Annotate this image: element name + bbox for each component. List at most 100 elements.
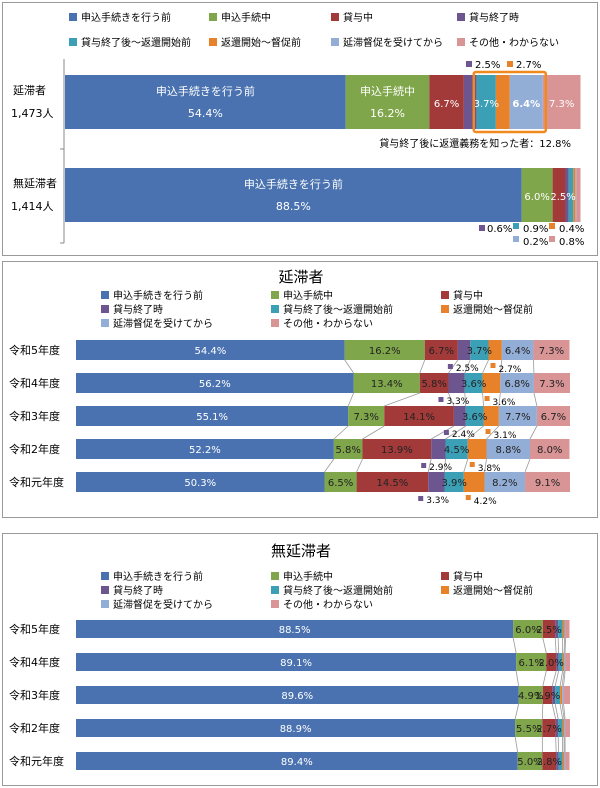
legend-label: 延滞督促を受けてから	[343, 36, 443, 49]
series-connector	[551, 703, 557, 720]
data-label: 6.0%	[515, 625, 540, 636]
data-label: 89.4%	[281, 757, 313, 768]
legend-label: 延滞督促を受けてから	[113, 598, 213, 611]
series-connector	[427, 458, 432, 473]
series-connector	[499, 359, 503, 374]
marker-square	[479, 225, 485, 231]
series-connector	[347, 392, 354, 407]
bar-segment	[560, 686, 563, 704]
marker-square	[485, 429, 491, 434]
bar-segment	[345, 75, 430, 129]
data-label: 0.8%	[559, 237, 584, 248]
data-label: 3.1%	[494, 431, 517, 441]
data-label: 88.5%	[276, 200, 311, 213]
bar-segment	[546, 653, 557, 671]
bar-segment	[564, 620, 566, 638]
category-label: 令和3年度	[9, 688, 60, 702]
bar-segment	[564, 752, 566, 770]
bar-segment	[76, 719, 516, 737]
bar-segment	[516, 653, 547, 671]
legend-swatch	[457, 13, 465, 21]
bar-segment	[344, 340, 425, 360]
data-label: 2.7%	[498, 365, 521, 375]
legend-swatch	[69, 38, 77, 46]
bar-segment	[444, 472, 464, 492]
marker-square	[469, 462, 475, 467]
legend-label: 返還開始～督促前	[453, 584, 533, 597]
bar-segment	[562, 752, 565, 770]
category-label: 令和元年度	[9, 754, 64, 768]
legend-swatch	[271, 291, 279, 299]
data-label: 6.8%	[504, 379, 529, 390]
marker-square	[513, 236, 519, 242]
data-label: 88.9%	[280, 724, 312, 735]
marker-square	[513, 223, 519, 229]
bar-segment	[573, 168, 576, 222]
data-label: 50.3%	[184, 478, 216, 489]
bar-segment	[563, 686, 570, 704]
data-label: 55.1%	[196, 412, 228, 423]
data-label: 6.7%	[434, 99, 459, 110]
bar-segment	[576, 168, 581, 222]
data-label: 1.9%	[535, 691, 560, 702]
chart-title: 延滞者	[278, 268, 323, 286]
data-label: 7.3%	[539, 379, 564, 390]
legend-swatch	[441, 305, 449, 313]
category-label: 延滞者	[13, 84, 46, 97]
category-label: 令和2年度	[9, 442, 60, 456]
series-connector	[486, 425, 500, 440]
data-label: 6.1%	[519, 658, 544, 669]
bar-segment	[498, 406, 537, 426]
marker-square	[465, 495, 471, 500]
data-label: 6.5%	[328, 478, 353, 489]
series-connector	[563, 670, 566, 687]
bar-segment	[463, 472, 485, 492]
data-label: 54.4%	[194, 346, 226, 357]
bar-segment	[518, 686, 543, 704]
series-connector	[563, 703, 566, 720]
legend-swatch	[209, 13, 217, 21]
bar-segment	[448, 373, 465, 393]
legend-label: 貸与中	[343, 11, 373, 24]
data-label: 7.3%	[354, 412, 379, 423]
series-connector	[554, 637, 557, 654]
legend-label: 貸与終了時	[113, 303, 163, 316]
bar-segment	[515, 719, 543, 737]
bar-segment	[562, 719, 565, 737]
bar-segment	[467, 439, 487, 459]
series-connector	[463, 458, 469, 473]
legend-label: 申込手続きを行う前	[113, 289, 203, 302]
data-label: 5.0%	[517, 757, 542, 768]
category-label: 令和5年度	[9, 343, 60, 357]
bar-segment	[424, 340, 458, 360]
legend-swatch	[101, 572, 109, 580]
legend-label: 貸与中	[453, 570, 483, 583]
data-label: 5.5%	[516, 724, 541, 735]
legend-label: 貸与終了後～返還開始前	[283, 584, 393, 597]
legend-swatch	[441, 586, 449, 594]
bar-segment	[76, 472, 325, 492]
highlight-box	[472, 70, 548, 134]
legend-label: 貸与終了後～返還開始前	[283, 303, 393, 316]
bar-segment	[565, 620, 570, 638]
bar-segment	[552, 168, 566, 222]
bar-segment	[542, 752, 557, 770]
bar-segment	[76, 373, 354, 393]
bar-segment	[356, 472, 429, 492]
data-label: 6.4%	[505, 346, 530, 357]
bar-segment	[428, 472, 445, 492]
series-connector	[514, 736, 519, 753]
data-label: 2.5%	[550, 192, 575, 203]
legend-label: 貸与終了時	[113, 584, 163, 597]
bar-segment	[465, 406, 484, 426]
marker-square	[438, 397, 444, 402]
bar-segment	[564, 719, 566, 737]
bar-segment	[470, 340, 489, 360]
series-connector	[445, 425, 466, 440]
data-label: 3.8%	[478, 464, 501, 474]
series-connector	[362, 425, 385, 440]
bar-segment	[558, 719, 563, 737]
series-connector	[551, 670, 557, 687]
bar-segment	[525, 472, 570, 492]
